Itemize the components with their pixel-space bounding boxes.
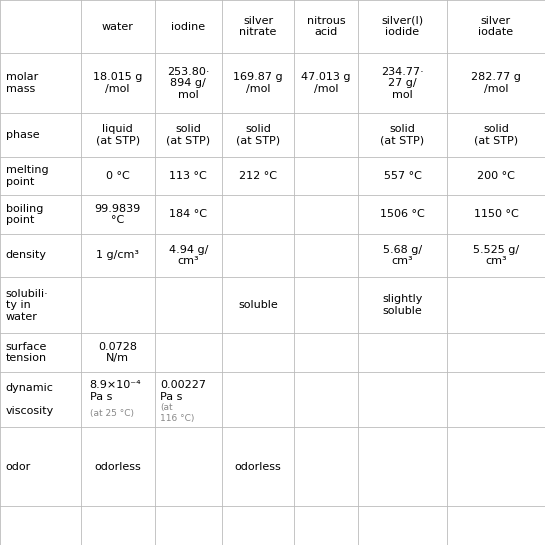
Text: solid
(at STP): solid (at STP) [236, 124, 280, 146]
Text: 557 °C: 557 °C [384, 171, 421, 181]
Text: 0.00227
Pa s: 0.00227 Pa s [160, 380, 206, 402]
Text: phase: phase [5, 130, 39, 140]
Text: 253.80·
894 g/
mol: 253.80· 894 g/ mol [167, 66, 209, 100]
Text: 169.87 g
/mol: 169.87 g /mol [233, 72, 283, 94]
Text: silver(I)
iodide: silver(I) iodide [382, 16, 423, 38]
Text: 234.77·
27 g/
mol: 234.77· 27 g/ mol [381, 66, 424, 100]
Text: molar
mass: molar mass [5, 72, 38, 94]
Text: solubili·
ty in
water: solubili· ty in water [5, 289, 49, 322]
Text: 0 °C: 0 °C [106, 171, 130, 181]
Text: solid
(at STP): solid (at STP) [380, 124, 425, 146]
Text: 4.94 g/
cm³: 4.94 g/ cm³ [168, 245, 208, 266]
Text: 113 °C: 113 °C [169, 171, 207, 181]
Text: odor: odor [5, 462, 31, 472]
Text: (at 25 °C): (at 25 °C) [89, 409, 134, 417]
Text: (at
116 °C): (at 116 °C) [160, 403, 195, 423]
Text: 47.013 g
/mol: 47.013 g /mol [301, 72, 351, 94]
Text: silver
iodate: silver iodate [479, 16, 513, 38]
Text: solid
(at STP): solid (at STP) [166, 124, 210, 146]
Text: melting
point: melting point [5, 165, 49, 186]
Text: 18.015 g
/mol: 18.015 g /mol [93, 72, 142, 94]
Text: 1 g/cm³: 1 g/cm³ [96, 250, 139, 261]
Text: odorless: odorless [235, 462, 281, 472]
Text: solid
(at STP): solid (at STP) [474, 124, 518, 146]
Text: surface
tension: surface tension [5, 342, 47, 364]
Text: odorless: odorless [94, 462, 141, 472]
Text: 184 °C: 184 °C [169, 209, 207, 220]
Text: 8.9×10⁻⁴
Pa s: 8.9×10⁻⁴ Pa s [89, 380, 141, 402]
Text: 212 °C: 212 °C [239, 171, 277, 181]
Text: 282.77 g
/mol: 282.77 g /mol [471, 72, 521, 94]
Text: water: water [102, 22, 134, 32]
Text: density: density [5, 250, 47, 261]
Text: silver
nitrate: silver nitrate [239, 16, 277, 38]
Text: 99.9839
°C: 99.9839 °C [95, 204, 141, 225]
Text: 5.525 g/
cm³: 5.525 g/ cm³ [473, 245, 519, 266]
Text: 200 °C: 200 °C [477, 171, 515, 181]
Text: 5.68 g/
cm³: 5.68 g/ cm³ [383, 245, 422, 266]
Text: iodine: iodine [171, 22, 205, 32]
Text: slightly
soluble: slightly soluble [382, 294, 423, 316]
Text: boiling
point: boiling point [5, 204, 43, 225]
Text: soluble: soluble [238, 300, 278, 310]
Text: liquid
(at STP): liquid (at STP) [96, 124, 140, 146]
Text: 1506 °C: 1506 °C [380, 209, 425, 220]
Text: dynamic

viscosity: dynamic viscosity [5, 383, 54, 416]
Text: 1150 °C: 1150 °C [474, 209, 518, 220]
Text: 0.0728
N/m: 0.0728 N/m [98, 342, 137, 364]
Text: nitrous
acid: nitrous acid [307, 16, 346, 38]
